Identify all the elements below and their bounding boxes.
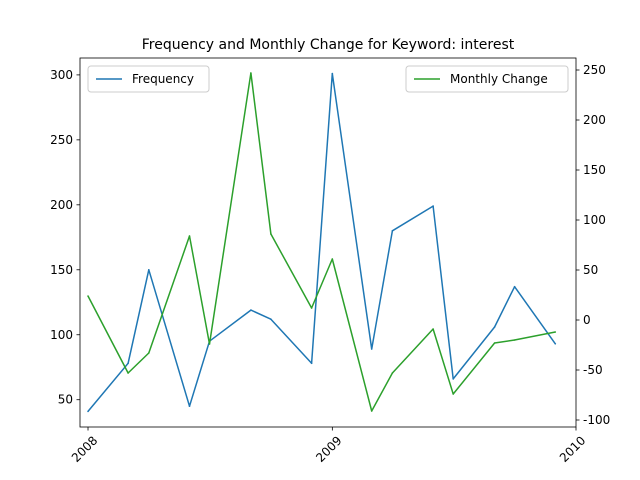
data-point	[554, 343, 557, 345]
series-frequency	[87, 72, 557, 413]
data-point	[270, 233, 272, 235]
data-point	[208, 343, 211, 345]
data-point	[127, 372, 129, 374]
x-tick-label: 2008	[69, 433, 100, 464]
data-point	[432, 328, 434, 330]
data-point	[87, 295, 89, 297]
data-point	[331, 72, 334, 75]
legend-box	[405, 65, 569, 93]
series-monthly-change	[87, 72, 557, 412]
legend-label: Frequency	[132, 72, 194, 86]
data-point	[127, 362, 129, 365]
data-point	[370, 410, 373, 412]
data-point	[188, 405, 191, 408]
y-right-tick-label: 250	[583, 63, 606, 77]
y-right-tick-label: 200	[583, 113, 606, 127]
data-point	[493, 342, 496, 344]
legend-box	[87, 65, 210, 93]
series-line	[87, 72, 556, 412]
y-right-tick-label: 100	[583, 213, 606, 227]
y-right-tick-label: 150	[583, 163, 606, 177]
plot-frame	[79, 57, 577, 428]
data-point	[310, 307, 313, 309]
data-point	[148, 269, 150, 271]
data-point	[331, 258, 334, 260]
legend-right: Monthly Change	[405, 65, 569, 93]
data-point	[148, 352, 150, 354]
y-left-tick-label: 50	[58, 393, 73, 407]
data-point	[250, 309, 252, 311]
data-point	[452, 378, 455, 380]
data-point	[310, 362, 313, 365]
data-point	[188, 235, 191, 237]
data-point	[554, 331, 557, 333]
data-point	[87, 410, 89, 413]
data-point	[391, 230, 394, 232]
data-point	[250, 72, 252, 74]
legend-label: Monthly Change	[450, 72, 548, 86]
y-right-tick-label: -50	[583, 363, 603, 377]
y-right-tick-label: 0	[583, 313, 591, 327]
data-point	[370, 348, 373, 350]
data-point	[452, 393, 455, 395]
y-right-tick-label: -100	[583, 413, 610, 427]
y-right-tick-label: 50	[583, 263, 598, 277]
data-point	[432, 205, 434, 207]
x-tick-label: 2010	[557, 433, 588, 464]
x-tick-label: 2009	[313, 433, 344, 464]
y-left-tick-label: 150	[50, 263, 73, 277]
legend-left: Frequency	[87, 65, 210, 93]
series-line	[87, 72, 556, 412]
y-left-tick-label: 300	[50, 68, 73, 82]
data-point	[493, 326, 496, 328]
y-left-tick-label: 250	[50, 133, 73, 147]
chart-title: Frequency and Monthly Change for Keyword…	[142, 37, 515, 53]
data-point	[391, 372, 394, 374]
y-left-tick-label: 200	[50, 198, 73, 212]
data-point	[513, 339, 516, 341]
data-point	[513, 285, 516, 288]
y-left-tick-label: 100	[50, 328, 73, 342]
data-point	[270, 318, 272, 321]
